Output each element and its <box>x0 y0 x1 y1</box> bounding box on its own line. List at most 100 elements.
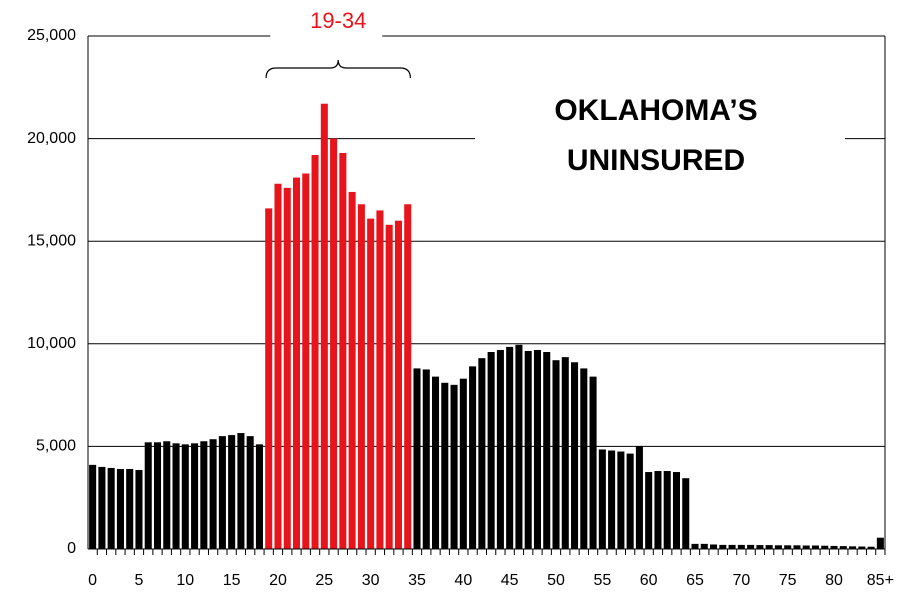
bar <box>811 545 820 549</box>
bar <box>682 478 690 549</box>
bar <box>228 435 236 549</box>
bar <box>552 360 560 549</box>
x-tick-label: 85+ <box>867 572 894 589</box>
bar <box>98 466 106 549</box>
bar <box>274 183 282 549</box>
x-tick-label: 0 <box>88 572 97 589</box>
y-tick-label: 0 <box>67 540 76 557</box>
bar <box>348 191 356 549</box>
bar <box>533 349 541 549</box>
bar <box>654 471 662 549</box>
bar <box>126 468 134 549</box>
bar <box>728 544 736 549</box>
bar <box>858 546 866 549</box>
bar <box>432 376 440 549</box>
bar <box>320 103 328 549</box>
bar <box>385 224 393 549</box>
x-tick-label: 50 <box>547 572 565 589</box>
bar <box>478 358 486 549</box>
bar <box>209 439 217 549</box>
bar <box>246 436 254 549</box>
bar <box>292 177 301 549</box>
bar <box>691 543 699 549</box>
x-tick-label: 40 <box>454 572 472 589</box>
bar <box>394 220 402 549</box>
x-tick-label: 25 <box>315 572 333 589</box>
bar <box>802 545 810 549</box>
bar <box>635 446 643 549</box>
bar <box>450 384 458 549</box>
bar <box>116 468 124 549</box>
bar <box>756 545 764 549</box>
bar <box>719 544 727 549</box>
x-tick-label: 60 <box>640 572 658 589</box>
bar <box>153 442 162 549</box>
annotation-background <box>270 14 383 50</box>
bar <box>283 187 291 549</box>
bar <box>598 449 606 549</box>
bar <box>876 537 884 549</box>
bar <box>645 472 653 549</box>
bar <box>487 352 495 549</box>
annotation: 19-34 <box>310 8 366 33</box>
bar <box>561 357 569 549</box>
y-tick-label: 10,000 <box>27 335 76 352</box>
x-tick-label: 45 <box>501 572 519 589</box>
x-tick-label: 35 <box>408 572 426 589</box>
x-tick-label: 10 <box>176 572 194 589</box>
y-tick-label: 5,000 <box>36 438 76 455</box>
y-tick-label: 15,000 <box>27 232 76 249</box>
bar <box>793 545 801 549</box>
bar <box>589 376 597 549</box>
bar <box>543 352 551 549</box>
bar <box>339 152 347 550</box>
chart-title: OKLAHOMA’S <box>554 94 757 127</box>
bar <box>441 382 449 549</box>
bar <box>830 545 838 549</box>
bar <box>237 433 245 549</box>
bar <box>506 346 514 549</box>
bar <box>89 464 97 549</box>
bar <box>404 204 412 550</box>
bar <box>515 344 523 549</box>
bar <box>172 443 180 549</box>
bar <box>469 366 477 549</box>
bar <box>107 467 115 549</box>
bar <box>765 545 773 549</box>
bar <box>459 378 467 549</box>
bar <box>302 173 310 549</box>
x-tick-label: 65 <box>686 572 704 589</box>
bar <box>200 441 208 549</box>
bar <box>191 443 199 549</box>
chart-title: UNINSURED <box>567 144 745 177</box>
title-background <box>475 82 845 192</box>
bar <box>663 471 671 549</box>
bar <box>710 544 718 549</box>
bar <box>311 155 319 550</box>
bar <box>330 138 338 549</box>
x-tick-label: 20 <box>269 572 287 589</box>
bar <box>839 546 847 549</box>
y-tick-label: 25,000 <box>27 27 76 44</box>
bar <box>265 208 273 550</box>
bracket <box>265 59 411 79</box>
bar <box>580 368 588 549</box>
bar <box>617 451 625 549</box>
x-tick-label: 15 <box>223 572 241 589</box>
bar <box>524 350 532 549</box>
bar <box>774 545 782 549</box>
bar <box>181 444 189 549</box>
x-tick-label: 55 <box>593 572 611 589</box>
bar <box>357 204 365 550</box>
y-tick-label: 20,000 <box>27 130 76 147</box>
bar <box>821 545 829 549</box>
bar <box>626 453 634 549</box>
bar <box>747 544 755 549</box>
x-tick-label: 70 <box>732 572 750 589</box>
bar <box>367 218 375 550</box>
x-tick-label: 75 <box>779 572 797 589</box>
x-tick-label: 5 <box>135 572 144 589</box>
x-tick-label: 80 <box>825 572 843 589</box>
bar <box>163 441 171 549</box>
